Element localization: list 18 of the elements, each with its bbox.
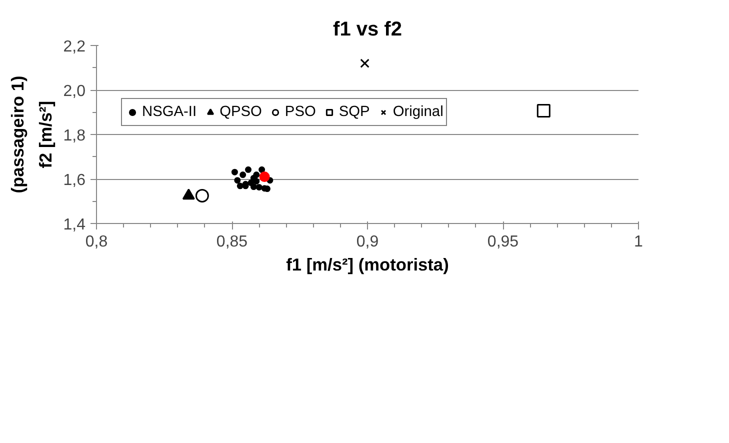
legend-label: SQP xyxy=(338,104,370,120)
y-tick-label: 2,2 xyxy=(63,38,86,56)
y-axis-title: f2 [m/s²] (passageiro 1) xyxy=(8,76,56,194)
x-tick-label: 0,8 xyxy=(85,234,108,250)
chart-title: f1 vs f2 xyxy=(333,18,402,40)
y-tick-label: 1,6 xyxy=(63,172,86,189)
legend-label: NSGA-II xyxy=(142,104,197,120)
x-tick-label: 0,85 xyxy=(216,234,248,250)
x-tick-label: 0,95 xyxy=(487,234,519,250)
legend-label: PSO xyxy=(284,104,316,120)
x-tick-label: 0,9 xyxy=(356,234,379,250)
y-tick-label: 1,8 xyxy=(63,128,86,144)
legend-label: QPSO xyxy=(220,104,262,120)
legend-label: Original xyxy=(392,104,444,120)
y-tick-label: 2,0 xyxy=(63,83,86,100)
x-axis-title: f1 [m/s²] (motorista) xyxy=(286,254,449,274)
y-tick-label: 1,4 xyxy=(63,216,86,234)
x-tick-label: 1 xyxy=(634,234,644,250)
